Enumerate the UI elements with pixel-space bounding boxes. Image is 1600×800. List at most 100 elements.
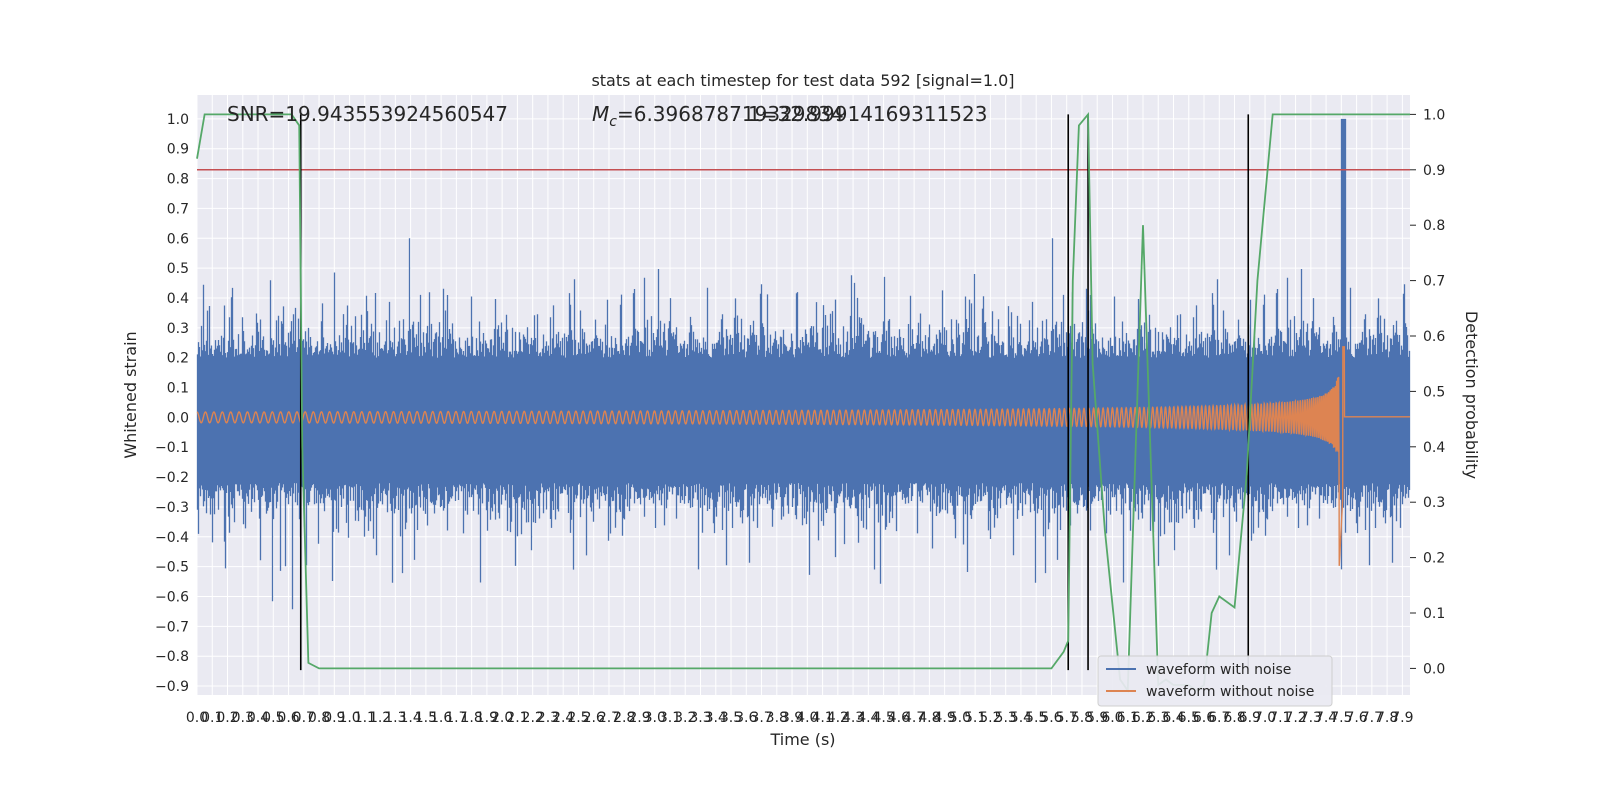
x-tick-label: 2.9 bbox=[628, 710, 650, 726]
x-tick-label: 3.8 bbox=[766, 710, 788, 726]
y-tick-label: −0.1 bbox=[155, 440, 189, 456]
x-tick-label: 5.4 bbox=[1010, 710, 1032, 726]
x-tick-label: 4.8 bbox=[918, 710, 940, 726]
y2-tick-label: 0.9 bbox=[1423, 163, 1445, 179]
y2-tick-label: 1.0 bbox=[1423, 107, 1445, 123]
x-tick-label: 4.6 bbox=[888, 710, 910, 726]
x-tick-label: 5.8 bbox=[1071, 710, 1093, 726]
x-tick-label: 0.3 bbox=[232, 710, 254, 726]
x-tick-label: 0.5 bbox=[262, 710, 284, 726]
x-tick-label: 6.2 bbox=[1132, 710, 1154, 726]
x-tick-label: 0.2 bbox=[216, 710, 238, 726]
x-tick-label: 1.3 bbox=[384, 710, 406, 726]
mc-annotation: Mc=6.396878719329834 bbox=[592, 102, 844, 130]
x-tick-label: 0.8 bbox=[308, 710, 330, 726]
mc-value: =6.396878719329834 bbox=[617, 102, 844, 126]
x-tick-label: 2.2 bbox=[522, 710, 544, 726]
x-tick-label: 5.2 bbox=[979, 710, 1001, 726]
chart-title: stats at each timestep for test data 592… bbox=[591, 71, 1014, 90]
x-tick-label: 0.9 bbox=[323, 710, 345, 726]
x-tick-label: 7.2 bbox=[1284, 710, 1306, 726]
y-tick-label: −0.3 bbox=[155, 500, 189, 516]
y-tick-label: 0.4 bbox=[167, 291, 189, 307]
legend-label-noisy: waveform with noise bbox=[1146, 662, 1291, 678]
x-tick-label: 1.0 bbox=[338, 710, 360, 726]
x-tick-label: 7.3 bbox=[1300, 710, 1322, 726]
x-tick-label: 0.4 bbox=[247, 710, 269, 726]
x-tick-label: 5.1 bbox=[964, 710, 986, 726]
y-tick-label: 0.1 bbox=[167, 381, 189, 397]
x-tick-label: 6.7 bbox=[1208, 710, 1230, 726]
x-tick-label: 5.0 bbox=[949, 710, 971, 726]
y2-tick-label: 0.2 bbox=[1423, 551, 1445, 567]
x-tick-label: 7.6 bbox=[1345, 710, 1367, 726]
x-tick-label: 5.7 bbox=[1056, 710, 1078, 726]
y-tick-label: 0.0 bbox=[167, 410, 189, 426]
x-tick-label: 2.4 bbox=[552, 710, 574, 726]
x-tick-label: 1.5 bbox=[415, 710, 437, 726]
y2-tick-label: 0.4 bbox=[1423, 440, 1445, 456]
y2-tick-label: 0.3 bbox=[1423, 495, 1445, 511]
x-tick-label: 4.7 bbox=[903, 710, 925, 726]
data-series bbox=[196, 111, 1411, 694]
x-tick-label: 3.0 bbox=[644, 710, 666, 726]
x-tick-label: 5.9 bbox=[1086, 710, 1108, 726]
x-tick-label: 3.1 bbox=[659, 710, 681, 726]
y-tick-label: −0.2 bbox=[155, 470, 189, 486]
y2-tick-label: 0.7 bbox=[1423, 274, 1445, 290]
x-tick-label: 1.4 bbox=[399, 710, 421, 726]
x-tick-label: 2.1 bbox=[506, 710, 528, 726]
x-tick-label: 5.3 bbox=[995, 710, 1017, 726]
legend-box bbox=[1097, 655, 1333, 707]
x-tick-label: 4.5 bbox=[872, 710, 894, 726]
y-tick-label: 0.5 bbox=[167, 261, 189, 277]
y2-tick-label: 0.0 bbox=[1423, 661, 1445, 677]
y-tick-label: −0.8 bbox=[155, 649, 189, 665]
x-tick-label: 5.6 bbox=[1040, 710, 1062, 726]
mc-subscript: c bbox=[609, 114, 617, 130]
y2-axis-label: Detection probability bbox=[1462, 311, 1481, 479]
y-tick-label: 0.2 bbox=[167, 351, 189, 367]
x-axis-label: Time (s) bbox=[769, 730, 835, 749]
x-tick-label: 4.9 bbox=[934, 710, 956, 726]
x-tick-label: 2.5 bbox=[567, 710, 589, 726]
x-tick-label: 1.6 bbox=[430, 710, 452, 726]
x-tick-label: 6.5 bbox=[1178, 710, 1200, 726]
x-tick-label: 7.4 bbox=[1315, 710, 1337, 726]
x-tick-label: 1.2 bbox=[369, 710, 391, 726]
x-tick-label: 0.1 bbox=[201, 710, 223, 726]
x-tick-label: 0.0 bbox=[186, 710, 208, 726]
x-tick-label: 7.5 bbox=[1330, 710, 1352, 726]
x-tick-label: 7.7 bbox=[1361, 710, 1383, 726]
legend-label-clean: waveform without noise bbox=[1146, 684, 1314, 700]
y-tick-label: 0.6 bbox=[167, 231, 189, 247]
x-tick-label: 3.4 bbox=[705, 710, 727, 726]
x-tick-label: 2.0 bbox=[491, 710, 513, 726]
y2-tick-label: 0.5 bbox=[1423, 384, 1445, 400]
y-tick-label: −0.7 bbox=[155, 619, 189, 635]
legend: waveform with noise waveform without noi… bbox=[1097, 655, 1333, 707]
y-axis-label: Whitened strain bbox=[121, 331, 140, 458]
y-tick-label: 0.8 bbox=[167, 172, 189, 188]
y-tick-label: 0.9 bbox=[167, 142, 189, 158]
x-tick-label: 3.6 bbox=[735, 710, 757, 726]
x-tick-label: 1.1 bbox=[354, 710, 376, 726]
x-tick-label: 7.8 bbox=[1376, 710, 1398, 726]
x-tick-label: 2.7 bbox=[598, 710, 620, 726]
x-tick-label: 6.8 bbox=[1223, 710, 1245, 726]
x-tick-label: 4.3 bbox=[842, 710, 864, 726]
x-tick-label: 3.5 bbox=[720, 710, 742, 726]
y-tick-label: 0.3 bbox=[167, 321, 189, 337]
snr-annotation: SNR=19.943553924560547 bbox=[227, 102, 508, 126]
y-tick-label: −0.5 bbox=[155, 560, 189, 576]
x-tick-label: 3.9 bbox=[781, 710, 803, 726]
x-tick-label: 5.5 bbox=[1025, 710, 1047, 726]
x-tick-label: 3.7 bbox=[750, 710, 772, 726]
series-detection-probability bbox=[196, 111, 1410, 694]
x-tick-label: 0.7 bbox=[293, 710, 315, 726]
mc-symbol: M bbox=[592, 102, 609, 126]
x-tick-label: 4.1 bbox=[811, 710, 833, 726]
x-tick-label: 7.1 bbox=[1269, 710, 1291, 726]
x-tick-label: 1.9 bbox=[476, 710, 498, 726]
